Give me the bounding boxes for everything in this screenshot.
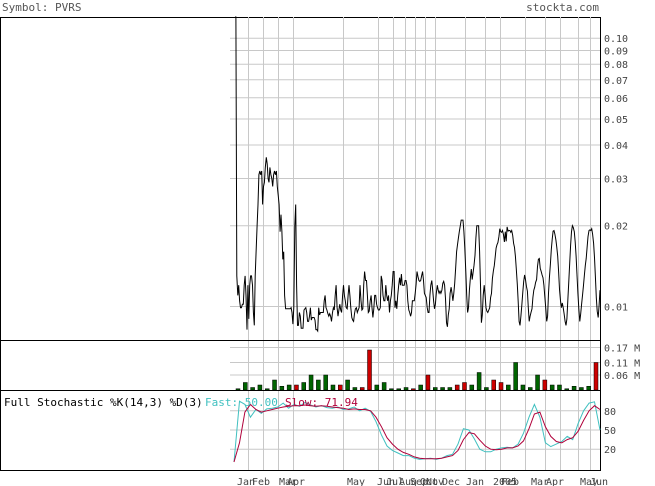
volume-bar (498, 382, 504, 391)
volume-bar (520, 384, 526, 391)
price-tick-label: 0.06 (604, 94, 628, 105)
volume-bar (462, 382, 467, 391)
x-tick-label: May (580, 477, 598, 486)
volume-bar (593, 362, 599, 391)
slow-label: Slow: 71.94 (285, 396, 358, 409)
x-tick-label: Jul (386, 477, 404, 486)
symbol-label: Symbol: PVRS (2, 1, 81, 14)
volume-bar (469, 384, 475, 391)
volume-bar (381, 382, 387, 391)
volume-bar (433, 387, 438, 391)
volume-tick-label: 0.06 M (604, 371, 640, 382)
volume-bar (316, 379, 321, 391)
x-tick-label: Apr (287, 477, 305, 486)
volume-bar (579, 387, 584, 391)
volume-bar (345, 379, 350, 391)
volume-bar (308, 374, 314, 391)
volume-bar (389, 388, 394, 391)
volume-bar (549, 384, 555, 391)
volume-bar (279, 386, 285, 391)
volume-bar (403, 387, 409, 391)
x-tick-label: Oct (420, 477, 438, 486)
x-tick-label: Mar (279, 477, 297, 486)
x-tick-label: Feb (252, 477, 270, 486)
volume-tick-label: 0.11 M (604, 359, 640, 370)
volume-bar (359, 387, 365, 391)
volume-bar (440, 387, 445, 391)
volume-bar (250, 387, 255, 391)
volume-bar (557, 384, 562, 391)
volume-bar (564, 388, 570, 391)
slow-line (233, 403, 601, 463)
x-tick-label: Feb (501, 477, 519, 486)
volume-bar (484, 387, 489, 391)
stochastic-tick-label: 50 (604, 426, 616, 437)
stochastic-tick-label: 20 (604, 445, 616, 456)
volume-bar (425, 374, 431, 391)
price-tick-label: 0.10 (604, 34, 628, 45)
stochastic-title: Full Stochastic %K(14,3) %D(3) (4, 396, 203, 409)
price-tick-label: 0.02 (604, 222, 628, 233)
stochastic-tick-label: 80 (604, 407, 616, 418)
volume-bar (264, 388, 270, 391)
price-tick-label: 0.05 (604, 115, 628, 126)
volume-bar (506, 384, 511, 391)
volume-bar (571, 386, 577, 391)
volume-bar (235, 388, 241, 391)
volume-bar (286, 384, 292, 391)
x-tick-label: Jun (377, 477, 395, 486)
volume-bar (454, 384, 460, 391)
volume-bar (542, 379, 548, 391)
volume-bar (272, 379, 277, 391)
fast-line (233, 400, 601, 463)
x-tick-label: Jun (590, 477, 608, 486)
volume-bar (330, 384, 336, 391)
site-label: stockta.com (526, 1, 599, 14)
volume-bar (476, 372, 482, 391)
price-tick-label: 0.01 (604, 302, 628, 313)
volume-bar (535, 374, 540, 391)
x-tick-label: Nov (426, 477, 444, 486)
fast-label: Fast: 50.00 (205, 396, 278, 409)
volume-tick-label: 0.17 M (604, 344, 640, 355)
volume-bar (294, 384, 299, 391)
price-tick-label: 0.08 (604, 60, 628, 71)
x-tick-label: Sep (410, 477, 428, 486)
volume-bar (513, 362, 518, 391)
price-tick-label: 0.03 (604, 175, 628, 186)
volume-bar (527, 387, 533, 391)
x-tick-label: 2005 (493, 477, 517, 486)
volume-bar (352, 387, 358, 391)
volume-bar (586, 386, 591, 391)
volume-bar (418, 384, 423, 391)
volume-bar (367, 349, 372, 391)
volume-bar (396, 388, 401, 391)
x-tick-label: May (347, 477, 365, 486)
x-tick-label: Jan (237, 477, 255, 486)
volume-bar (243, 382, 248, 391)
x-tick-label: Mar (531, 477, 549, 486)
price-tick-label: 0.04 (604, 141, 628, 152)
volume-bar (374, 384, 380, 391)
volume-bar (301, 382, 307, 391)
volume-bar (257, 384, 263, 391)
price-tick-label: 0.09 (604, 47, 628, 58)
volume-bar (447, 387, 453, 391)
volume-bar (411, 388, 416, 391)
price-line (235, 16, 601, 333)
price-tick-label: 0.07 (604, 76, 628, 87)
volume-bar (338, 384, 343, 391)
x-tick-label: Dec (442, 477, 460, 486)
chart-frame (0, 17, 601, 471)
x-tick-label: Apr (546, 477, 564, 486)
volume-bar (323, 374, 328, 391)
volume-bar (491, 379, 496, 391)
x-tick-label: Jan (466, 477, 484, 486)
x-tick-label: Aug (399, 477, 417, 486)
